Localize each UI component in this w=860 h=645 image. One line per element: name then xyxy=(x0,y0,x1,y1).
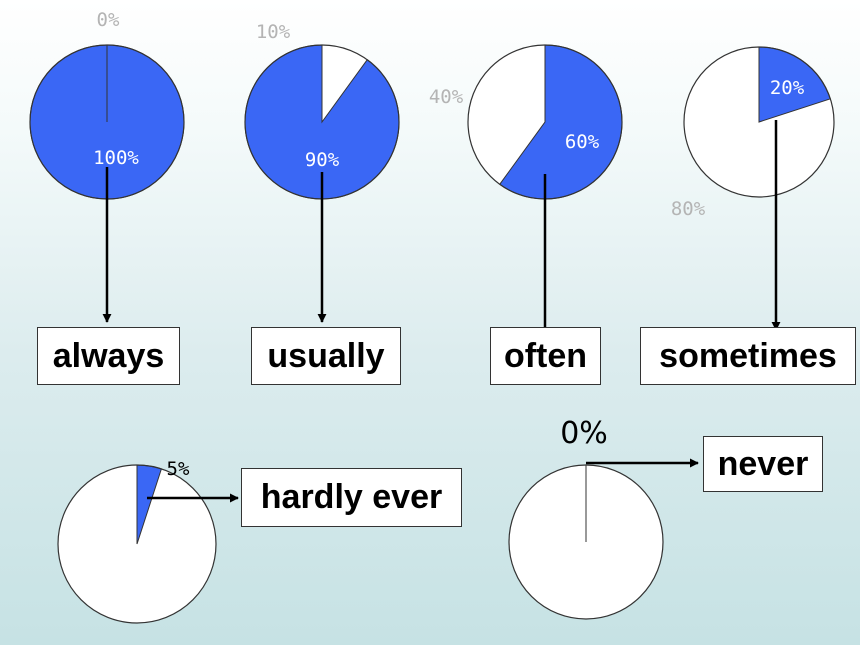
pie-often xyxy=(467,44,623,200)
word-box-usually: usually xyxy=(251,327,401,385)
pie-usually xyxy=(244,44,400,200)
pie-never xyxy=(508,464,664,620)
pie-hardly-ever-value-label: 5% xyxy=(167,458,190,480)
word-box-hardly-ever: hardly ever xyxy=(241,468,462,527)
pie-sometimes-rest-label: 80% xyxy=(671,198,706,220)
pie-always-rest-label: 0% xyxy=(97,9,120,31)
pie-hardly-ever-outline xyxy=(57,464,217,624)
pie-often-value-label: 60% xyxy=(565,131,600,153)
pie-usually-value-label: 90% xyxy=(305,149,340,171)
word-box-always: always xyxy=(37,327,180,385)
pie-never-outline xyxy=(508,464,664,620)
pie-sometimes-outline xyxy=(683,46,835,198)
pie-never-value-label: 0% xyxy=(560,416,608,451)
pie-always-value-label: 100% xyxy=(93,147,139,169)
pie-often-rest-label: 40% xyxy=(429,86,464,108)
pie-sometimes xyxy=(683,46,835,198)
pie-hardly-ever xyxy=(57,464,217,624)
pie-sometimes-value-label: 20% xyxy=(770,77,805,99)
word-box-often: often xyxy=(490,327,601,385)
word-box-sometimes: sometimes xyxy=(640,327,856,385)
pie-always xyxy=(29,44,185,200)
word-box-never: never xyxy=(703,436,823,492)
pie-usually-rest-label: 10% xyxy=(256,21,291,43)
